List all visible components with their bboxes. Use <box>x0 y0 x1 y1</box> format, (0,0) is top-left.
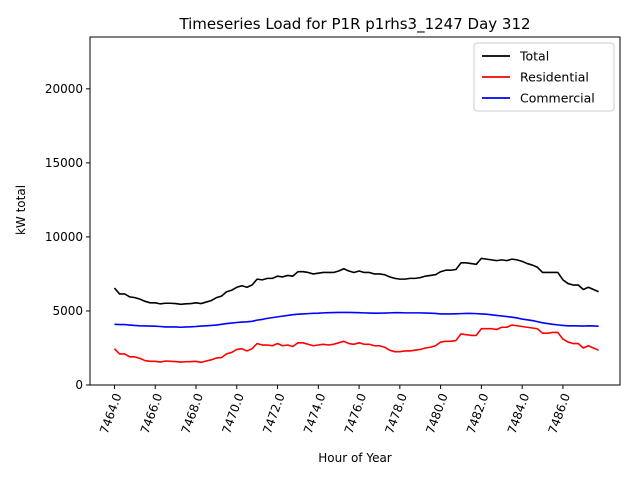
x-tick-label: 7468.0 <box>179 391 207 435</box>
x-tick-label: 7484.0 <box>505 391 533 435</box>
x-tick-label: 7480.0 <box>423 391 451 435</box>
x-tick-label: 7470.0 <box>219 391 247 435</box>
legend: Total Residential Commercial <box>473 42 615 112</box>
x-tick-label: 7466.0 <box>138 391 166 435</box>
y-axis: 0 5000 10000 15000 20000 <box>45 82 90 392</box>
series-line-commercial <box>114 311 599 329</box>
y-tick-label: 15000 <box>45 156 83 170</box>
x-tick-label: 7476.0 <box>342 391 370 435</box>
x-tick-label: 7478.0 <box>382 391 410 435</box>
y-axis-label: kW total <box>14 185 28 235</box>
x-tick-label: 7474.0 <box>301 391 329 435</box>
chart-title: Timeseries Load for P1R p1rhs3_1247 Day … <box>178 15 530 34</box>
plot-frame <box>89 36 621 386</box>
series-line-total <box>113 257 599 306</box>
legend-label-total: Total <box>519 49 549 64</box>
x-axis: 7464.0 7466.0 7468.0 7470.0 7472.0 7474.0 7476… <box>97 385 573 436</box>
x-tick-label: 7464.0 <box>97 391 125 435</box>
plot-area <box>89 36 621 386</box>
y-tick-label: 0 <box>75 378 83 392</box>
y-tick-label: 10000 <box>45 230 83 244</box>
y-tick-label: 5000 <box>52 304 83 318</box>
x-tick-label: 7482.0 <box>464 391 492 435</box>
legend-label-residential: Residential <box>520 70 589 85</box>
x-axis-label: Hour of Year <box>318 451 392 465</box>
legend-label-commercial: Commercial <box>520 91 595 106</box>
series-line-residential <box>113 324 599 364</box>
x-tick-label: 7472.0 <box>260 391 288 435</box>
x-tick-label: 7486.0 <box>546 391 574 435</box>
legend-box <box>473 42 615 112</box>
y-tick-label: 20000 <box>45 82 83 96</box>
